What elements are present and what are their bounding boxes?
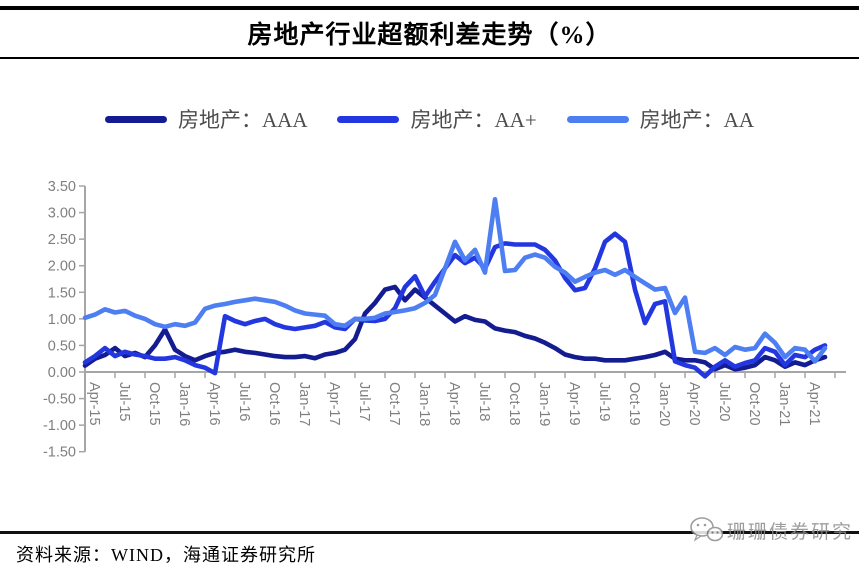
y-tick-label: 1.50 [48, 285, 76, 301]
x-tick-label: Oct-15 [146, 382, 162, 426]
x-tick-label: Jul-16 [236, 382, 252, 422]
x-tick-label: Jul-17 [356, 382, 372, 422]
x-tick-label: Jan-17 [296, 382, 312, 426]
x-tick-label: Apr-16 [206, 382, 222, 426]
series-line-1 [82, 231, 828, 379]
title-divider [0, 57, 859, 59]
x-tick-label: Oct-18 [506, 382, 522, 426]
x-tick-label: Apr-20 [686, 382, 702, 426]
x-tick-label: Apr-19 [566, 382, 582, 426]
legend-swatch-aaa [104, 115, 167, 123]
x-tick-label: Jul-18 [476, 382, 492, 422]
footer-rule [0, 531, 859, 534]
watermark: 珊珊债券研究 [689, 516, 853, 544]
legend: 房地产：AAA 房地产：AA+ 房地产：AA [0, 104, 859, 134]
x-tick-label: Oct-17 [386, 382, 402, 426]
y-tick-label: -0.50 [43, 392, 76, 408]
legend-label-aa-plus: 房地产：AA+ [410, 108, 537, 132]
y-tick-label: 3.50 [48, 179, 76, 195]
y-tick-label: 1.00 [48, 312, 76, 328]
legend-swatch-aa [566, 115, 629, 123]
x-tick-label: Oct-16 [266, 382, 282, 426]
chart-title: 房地产行业超额利差走势（%） [247, 22, 612, 49]
x-tick-label: Jan-21 [776, 382, 792, 426]
watermark-text: 珊珊债券研究 [726, 521, 853, 543]
y-tick-label: -1.00 [43, 418, 76, 434]
series-line-2 [82, 196, 828, 364]
y-tick-label: 2.00 [48, 259, 76, 275]
y-tick-label: 0.00 [48, 365, 76, 381]
x-tick-label: Apr-21 [806, 382, 822, 426]
x-tick-label: Jul-20 [716, 382, 732, 422]
legend-item-aa: 房地产：AA [566, 104, 755, 134]
series-line-0 [82, 284, 828, 372]
x-tick-label: Jul-19 [596, 382, 612, 422]
x-tick-label: Jan-16 [176, 382, 192, 426]
x-tick-label: Apr-17 [326, 382, 342, 426]
x-tick-label: Jan-19 [536, 382, 552, 426]
y-tick-label: -1.50 [43, 445, 76, 461]
x-tick-label: Apr-18 [446, 382, 462, 426]
line-chart: 3.50 3.00 2.50 2.00 1.50 1.00 0.50 0.00 -0.50 -1.… [43, 179, 846, 461]
legend-label-aa: 房地产：AA [639, 108, 755, 132]
legend-item-aaa: 房地产：AAA [104, 104, 308, 134]
y-tick-label: 2.50 [48, 232, 76, 248]
x-tick-label: Jan-20 [656, 382, 672, 426]
legend-swatch-aa-plus [337, 115, 400, 123]
x-tick-label: Jul-15 [116, 382, 132, 422]
chart-area: 3.50 3.00 2.50 2.00 1.50 1.00 0.50 0.00 -0.50 -1.… [38, 172, 858, 468]
legend-item-aa-plus: 房地产：AA+ [337, 104, 537, 134]
x-tick-label: Oct-19 [626, 382, 642, 426]
y-tick-label: 3.00 [48, 206, 76, 222]
top-rule [0, 6, 859, 10]
x-tick-label: Apr-15 [86, 382, 102, 426]
wechat-icon [690, 517, 723, 542]
x-tick-label: Jan-18 [416, 382, 432, 426]
y-tick-label: 0.50 [48, 338, 76, 354]
legend-label-aaa: 房地产：AAA [177, 108, 308, 132]
source-note: 资料来源：WIND，海通证券研究所 [16, 545, 316, 565]
x-tick-label: Oct-20 [746, 382, 762, 426]
